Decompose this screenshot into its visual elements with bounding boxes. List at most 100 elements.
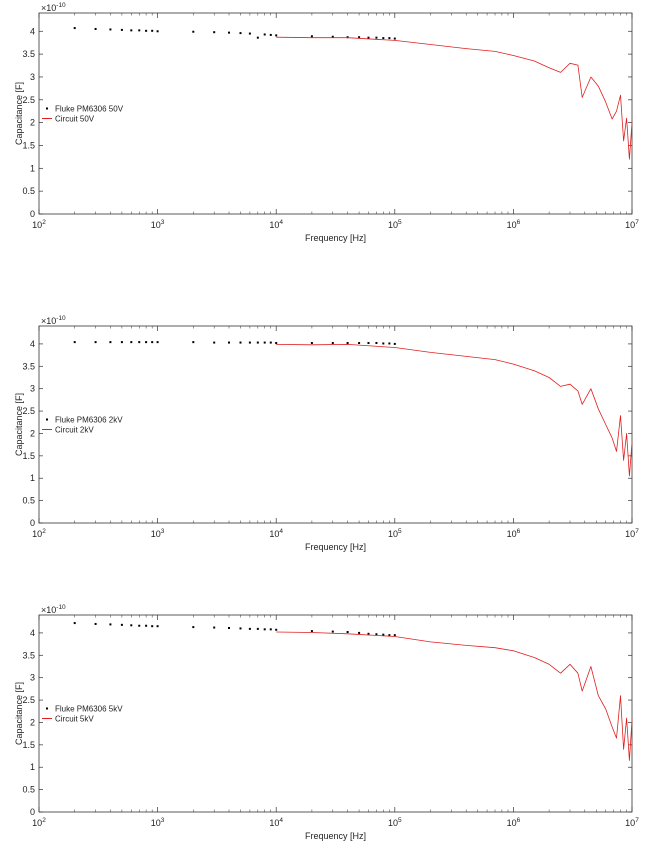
y-tick-label: 0.5: [22, 186, 35, 196]
y-tick-label: 3.5: [22, 361, 35, 371]
data-point: [367, 632, 370, 635]
y-tick-label: 2.5: [22, 95, 35, 105]
data-point: [130, 29, 133, 32]
y-scale-factor: ×10-10: [41, 2, 66, 13]
data-point: [239, 32, 242, 35]
data-point: [151, 625, 154, 628]
data-point: [228, 341, 231, 344]
legend-swatch-marker: [46, 418, 48, 421]
legend-swatch-marker: [46, 107, 48, 110]
y-tick-label: 3: [30, 72, 35, 82]
data-point: [310, 35, 313, 38]
chart-panel-3: 0 0.5 1 1.5 2 2.5 3 3.5 4 102 103 104 105 106 107 ×10-1…: [14, 604, 639, 841]
x-tick-label: 107: [625, 817, 639, 828]
y-tick-label: 2.5: [22, 695, 35, 705]
x-tick-label: 106: [507, 528, 521, 539]
y-tick-label: 1: [30, 762, 35, 772]
x-tick-label: 104: [269, 219, 283, 230]
y-axis-label: Capacitance [F]: [14, 682, 24, 745]
data-point: [310, 630, 313, 633]
y-tick-label: 4: [30, 628, 35, 638]
y-axis-label: Capacitance [F]: [14, 393, 24, 456]
data-point: [263, 33, 266, 36]
data-point: [331, 342, 334, 345]
data-point: [388, 634, 391, 637]
data-point: [192, 341, 195, 344]
data-point: [73, 27, 76, 30]
data-point: [138, 341, 141, 344]
data-point: [192, 626, 195, 629]
y-tick-label: 1.5: [22, 451, 35, 461]
y-tick-label: 0.5: [22, 496, 35, 506]
x-tick-label: 104: [269, 528, 283, 539]
y-tick-label: 2: [30, 717, 35, 727]
x-tick-label: 104: [269, 817, 283, 828]
data-point: [120, 341, 123, 344]
data-point: [73, 341, 76, 344]
data-point: [275, 628, 278, 631]
y-scale-factor: ×10-10: [41, 604, 66, 615]
y-tick-label: 3: [30, 384, 35, 394]
chart-panel-1: 0 0.5 1 1.5 2 2.5 3 3.5 4 102 103 104 105 106 107 ×10-1…: [14, 2, 639, 243]
y-tick-label: 1: [30, 163, 35, 173]
data-point: [130, 341, 133, 344]
legend-entry: Fluke PM6306 50V: [55, 105, 124, 114]
data-point: [269, 628, 272, 631]
x-tick-label: 107: [625, 219, 639, 230]
x-tick-label: 105: [388, 219, 402, 230]
data-point: [367, 342, 370, 345]
data-point: [382, 633, 385, 636]
legend-entry: Fluke PM6306 5kV: [55, 705, 123, 714]
data-point: [94, 622, 97, 625]
data-point: [310, 342, 313, 345]
data-point: [120, 623, 123, 626]
y-tick-label: 3.5: [22, 650, 35, 660]
data-point: [263, 628, 266, 631]
data-point: [228, 626, 231, 629]
data-point: [393, 342, 396, 345]
data-point: [248, 32, 251, 35]
plot-area: [38, 614, 633, 813]
y-tick-label: 4: [30, 339, 35, 349]
x-tick-label: 102: [32, 817, 46, 828]
data-point: [346, 342, 349, 345]
data-point: [375, 633, 378, 636]
plot-area: [38, 12, 633, 215]
x-tick-label: 106: [507, 219, 521, 230]
data-point: [213, 341, 216, 344]
y-tick-label: 0: [30, 518, 35, 528]
data-point: [382, 37, 385, 40]
data-point: [130, 624, 133, 627]
y-tick-label: 2.5: [22, 406, 35, 416]
data-point: [145, 624, 148, 627]
data-point: [145, 29, 148, 32]
data-point: [228, 31, 231, 34]
data-point: [256, 627, 259, 630]
legend-swatch-marker: [46, 707, 48, 710]
data-point: [358, 631, 361, 634]
y-tick-label: 3.5: [22, 49, 35, 59]
y-axis-label: Capacitance [F]: [14, 82, 24, 145]
data-point: [151, 29, 154, 32]
data-point: [358, 36, 361, 39]
x-tick-label: 107: [625, 528, 639, 539]
data-point: [263, 341, 266, 344]
x-tick-label: 105: [388, 528, 402, 539]
data-point: [275, 342, 278, 345]
y-tick-label: 1: [30, 473, 35, 483]
x-tick-label: 102: [32, 528, 46, 539]
data-point: [393, 634, 396, 637]
data-point: [269, 33, 272, 36]
data-point: [375, 342, 378, 345]
data-point: [213, 31, 216, 34]
series-line-circuit: [276, 344, 633, 477]
data-point: [375, 36, 378, 39]
data-point: [367, 36, 370, 39]
x-tick-label: 103: [151, 528, 165, 539]
plot-area: [38, 325, 633, 524]
data-point: [269, 341, 272, 344]
legend-entry: Circuit 5kV: [55, 715, 94, 724]
legend-entry: Circuit 2kV: [55, 426, 94, 435]
data-point: [109, 623, 112, 626]
